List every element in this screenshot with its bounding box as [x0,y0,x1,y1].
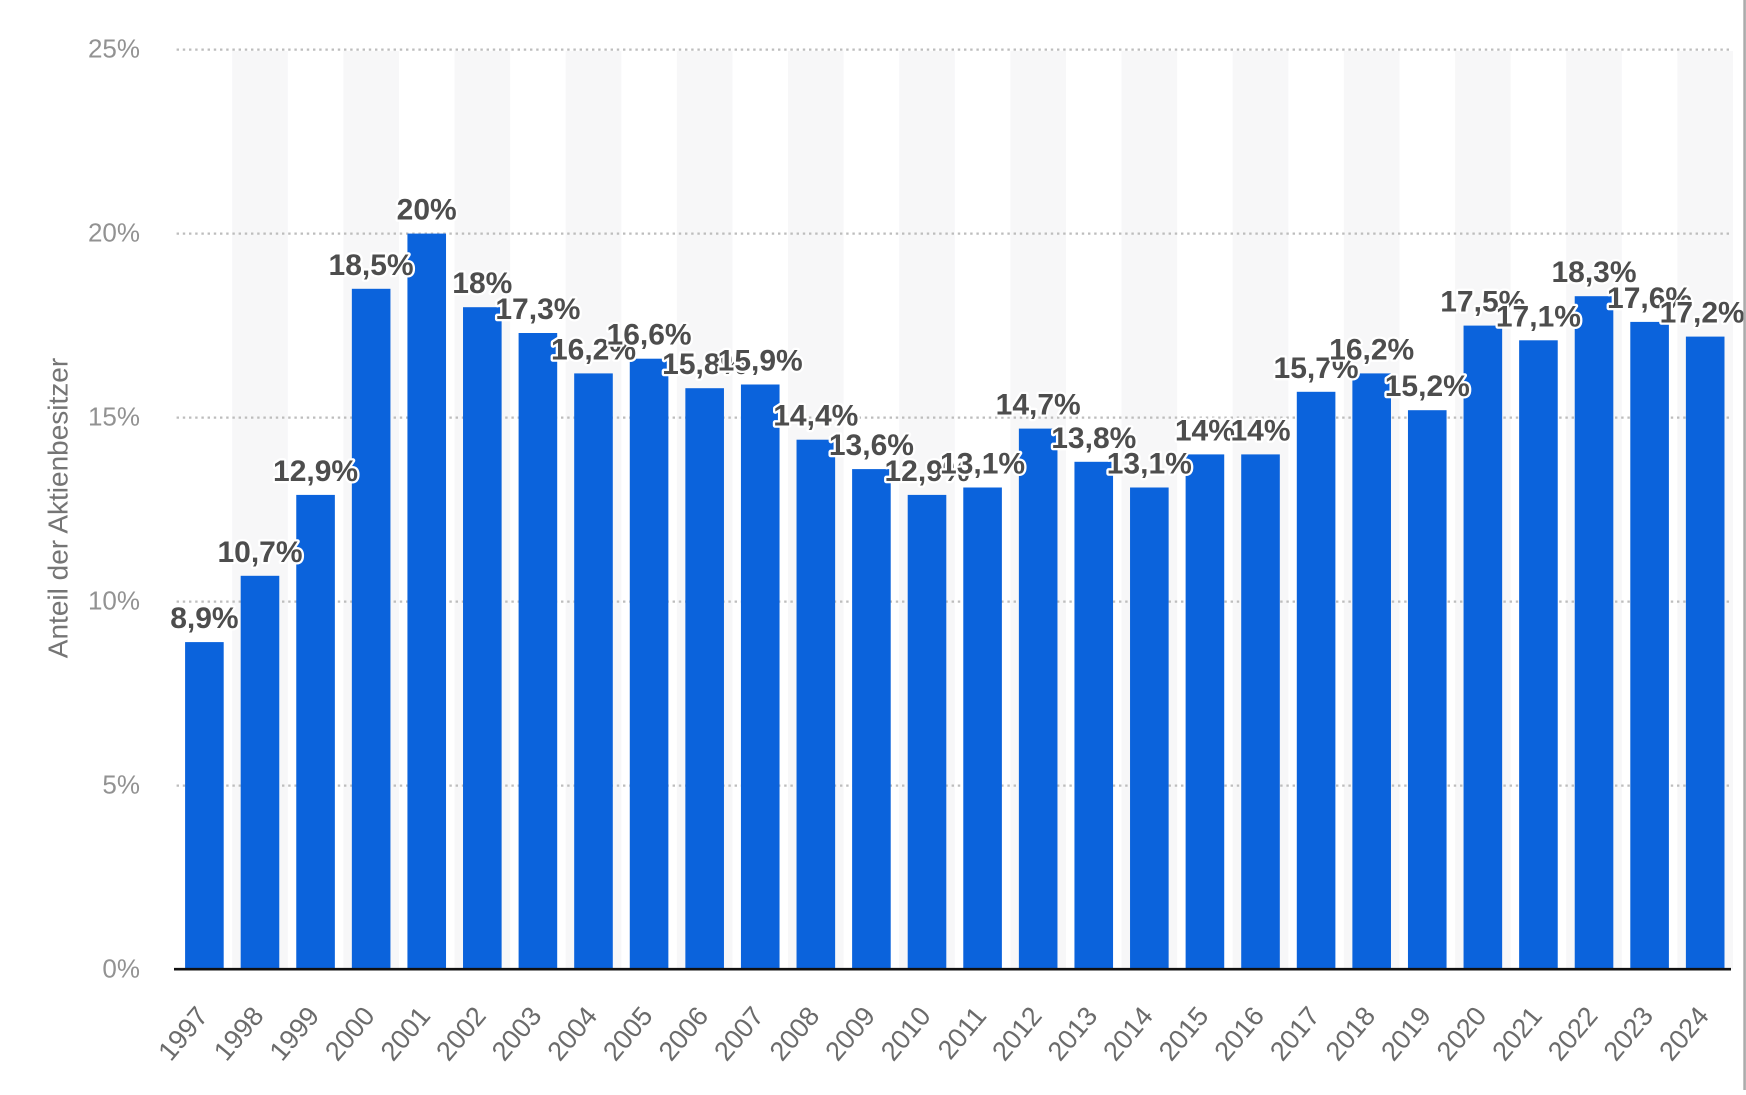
svg-text:18,5%: 18,5% [329,249,414,282]
svg-text:16,6%: 16,6% [607,319,692,352]
svg-text:17,3%: 17,3% [495,293,580,326]
svg-text:17,5%: 17,5% [1440,286,1525,319]
svg-text:18,3%: 18,3% [1551,256,1636,289]
svg-text:13,8%: 13,8% [1051,422,1136,455]
svg-text:12,9%: 12,9% [273,455,358,488]
svg-text:0%: 0% [102,954,140,984]
svg-text:20%: 20% [397,194,457,227]
svg-text:10%: 10% [88,586,140,616]
svg-text:12,9%: 12,9% [884,455,969,488]
svg-text:Anteil der Aktienbesitzer: Anteil der Aktienbesitzer [43,358,74,658]
svg-text:20%: 20% [88,218,140,248]
svg-text:10,7%: 10,7% [217,536,302,569]
svg-text:15%: 15% [88,402,140,432]
svg-text:18%: 18% [452,267,512,300]
svg-text:15,7%: 15,7% [1274,352,1359,385]
svg-text:16,2%: 16,2% [551,333,636,366]
svg-text:13,6%: 13,6% [829,429,914,462]
svg-text:14%: 14% [1230,414,1290,447]
svg-text:14,7%: 14,7% [996,389,1081,422]
svg-text:13,1%: 13,1% [940,448,1025,481]
svg-text:17,1%: 17,1% [1496,300,1581,333]
svg-text:5%: 5% [102,770,140,800]
svg-text:15,8%: 15,8% [662,348,747,381]
svg-text:16,2%: 16,2% [1329,333,1414,366]
svg-text:14%: 14% [1175,414,1235,447]
svg-text:15,2%: 15,2% [1385,370,1470,403]
svg-text:17,6%: 17,6% [1607,282,1692,315]
svg-text:13,1%: 13,1% [1107,448,1192,481]
svg-text:8,9%: 8,9% [170,602,238,635]
svg-text:17,2%: 17,2% [1660,297,1745,330]
svg-text:14,4%: 14,4% [773,400,858,433]
svg-text:15,9%: 15,9% [718,345,803,378]
svg-text:25%: 25% [88,34,140,64]
